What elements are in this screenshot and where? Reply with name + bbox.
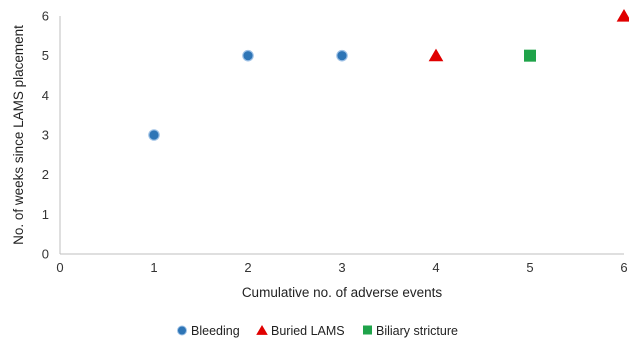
point-biliary-stricture bbox=[524, 49, 536, 62]
x-tick-label: 4 bbox=[432, 260, 439, 275]
x-tick-labels: 0 1 2 3 4 5 6 bbox=[56, 260, 627, 275]
legend-marker-buried-lams bbox=[256, 325, 268, 335]
y-tick-labels: 0 1 2 3 4 5 6 bbox=[42, 9, 49, 262]
point-bleeding bbox=[148, 129, 160, 141]
legend-marker-biliary-stricture bbox=[363, 325, 372, 335]
point-bleeding bbox=[336, 49, 348, 62]
x-tick-label: 3 bbox=[338, 260, 345, 275]
y-axis-title: No. of weeks since LAMS placement bbox=[11, 25, 26, 245]
legend-item-buried-lams: Buried LAMS bbox=[256, 324, 345, 338]
point-bleeding bbox=[242, 49, 254, 62]
legend-label-buried-lams: Buried LAMS bbox=[271, 324, 345, 338]
data-points bbox=[148, 9, 629, 141]
point-buried-lams bbox=[428, 48, 444, 62]
y-tick-label: 4 bbox=[42, 88, 49, 103]
legend-label-biliary-stricture: Biliary stricture bbox=[376, 324, 458, 338]
x-tick-label: 6 bbox=[620, 260, 627, 275]
x-tick-label: 1 bbox=[150, 260, 157, 275]
legend: Bleeding Buried LAMS Biliary stricture bbox=[177, 324, 458, 338]
y-tick-label: 6 bbox=[42, 9, 49, 24]
legend-item-bleeding: Bleeding bbox=[177, 324, 240, 338]
y-tick-label: 0 bbox=[42, 247, 49, 262]
legend-marker-bleeding bbox=[177, 325, 187, 336]
x-tick-label: 2 bbox=[244, 260, 251, 275]
y-tick-label: 5 bbox=[42, 48, 49, 63]
x-tick-label: 0 bbox=[56, 260, 63, 275]
y-tick-label: 2 bbox=[42, 167, 49, 182]
x-axis-title: Cumulative no. of adverse events bbox=[242, 285, 443, 300]
axes bbox=[59, 16, 624, 255]
legend-item-biliary-stricture: Biliary stricture bbox=[363, 324, 458, 338]
y-tick-label: 3 bbox=[42, 128, 49, 143]
y-tick-label: 1 bbox=[42, 207, 49, 222]
legend-label-bleeding: Bleeding bbox=[191, 324, 240, 338]
x-tick-label: 5 bbox=[526, 260, 533, 275]
point-buried-lams bbox=[616, 9, 629, 22]
